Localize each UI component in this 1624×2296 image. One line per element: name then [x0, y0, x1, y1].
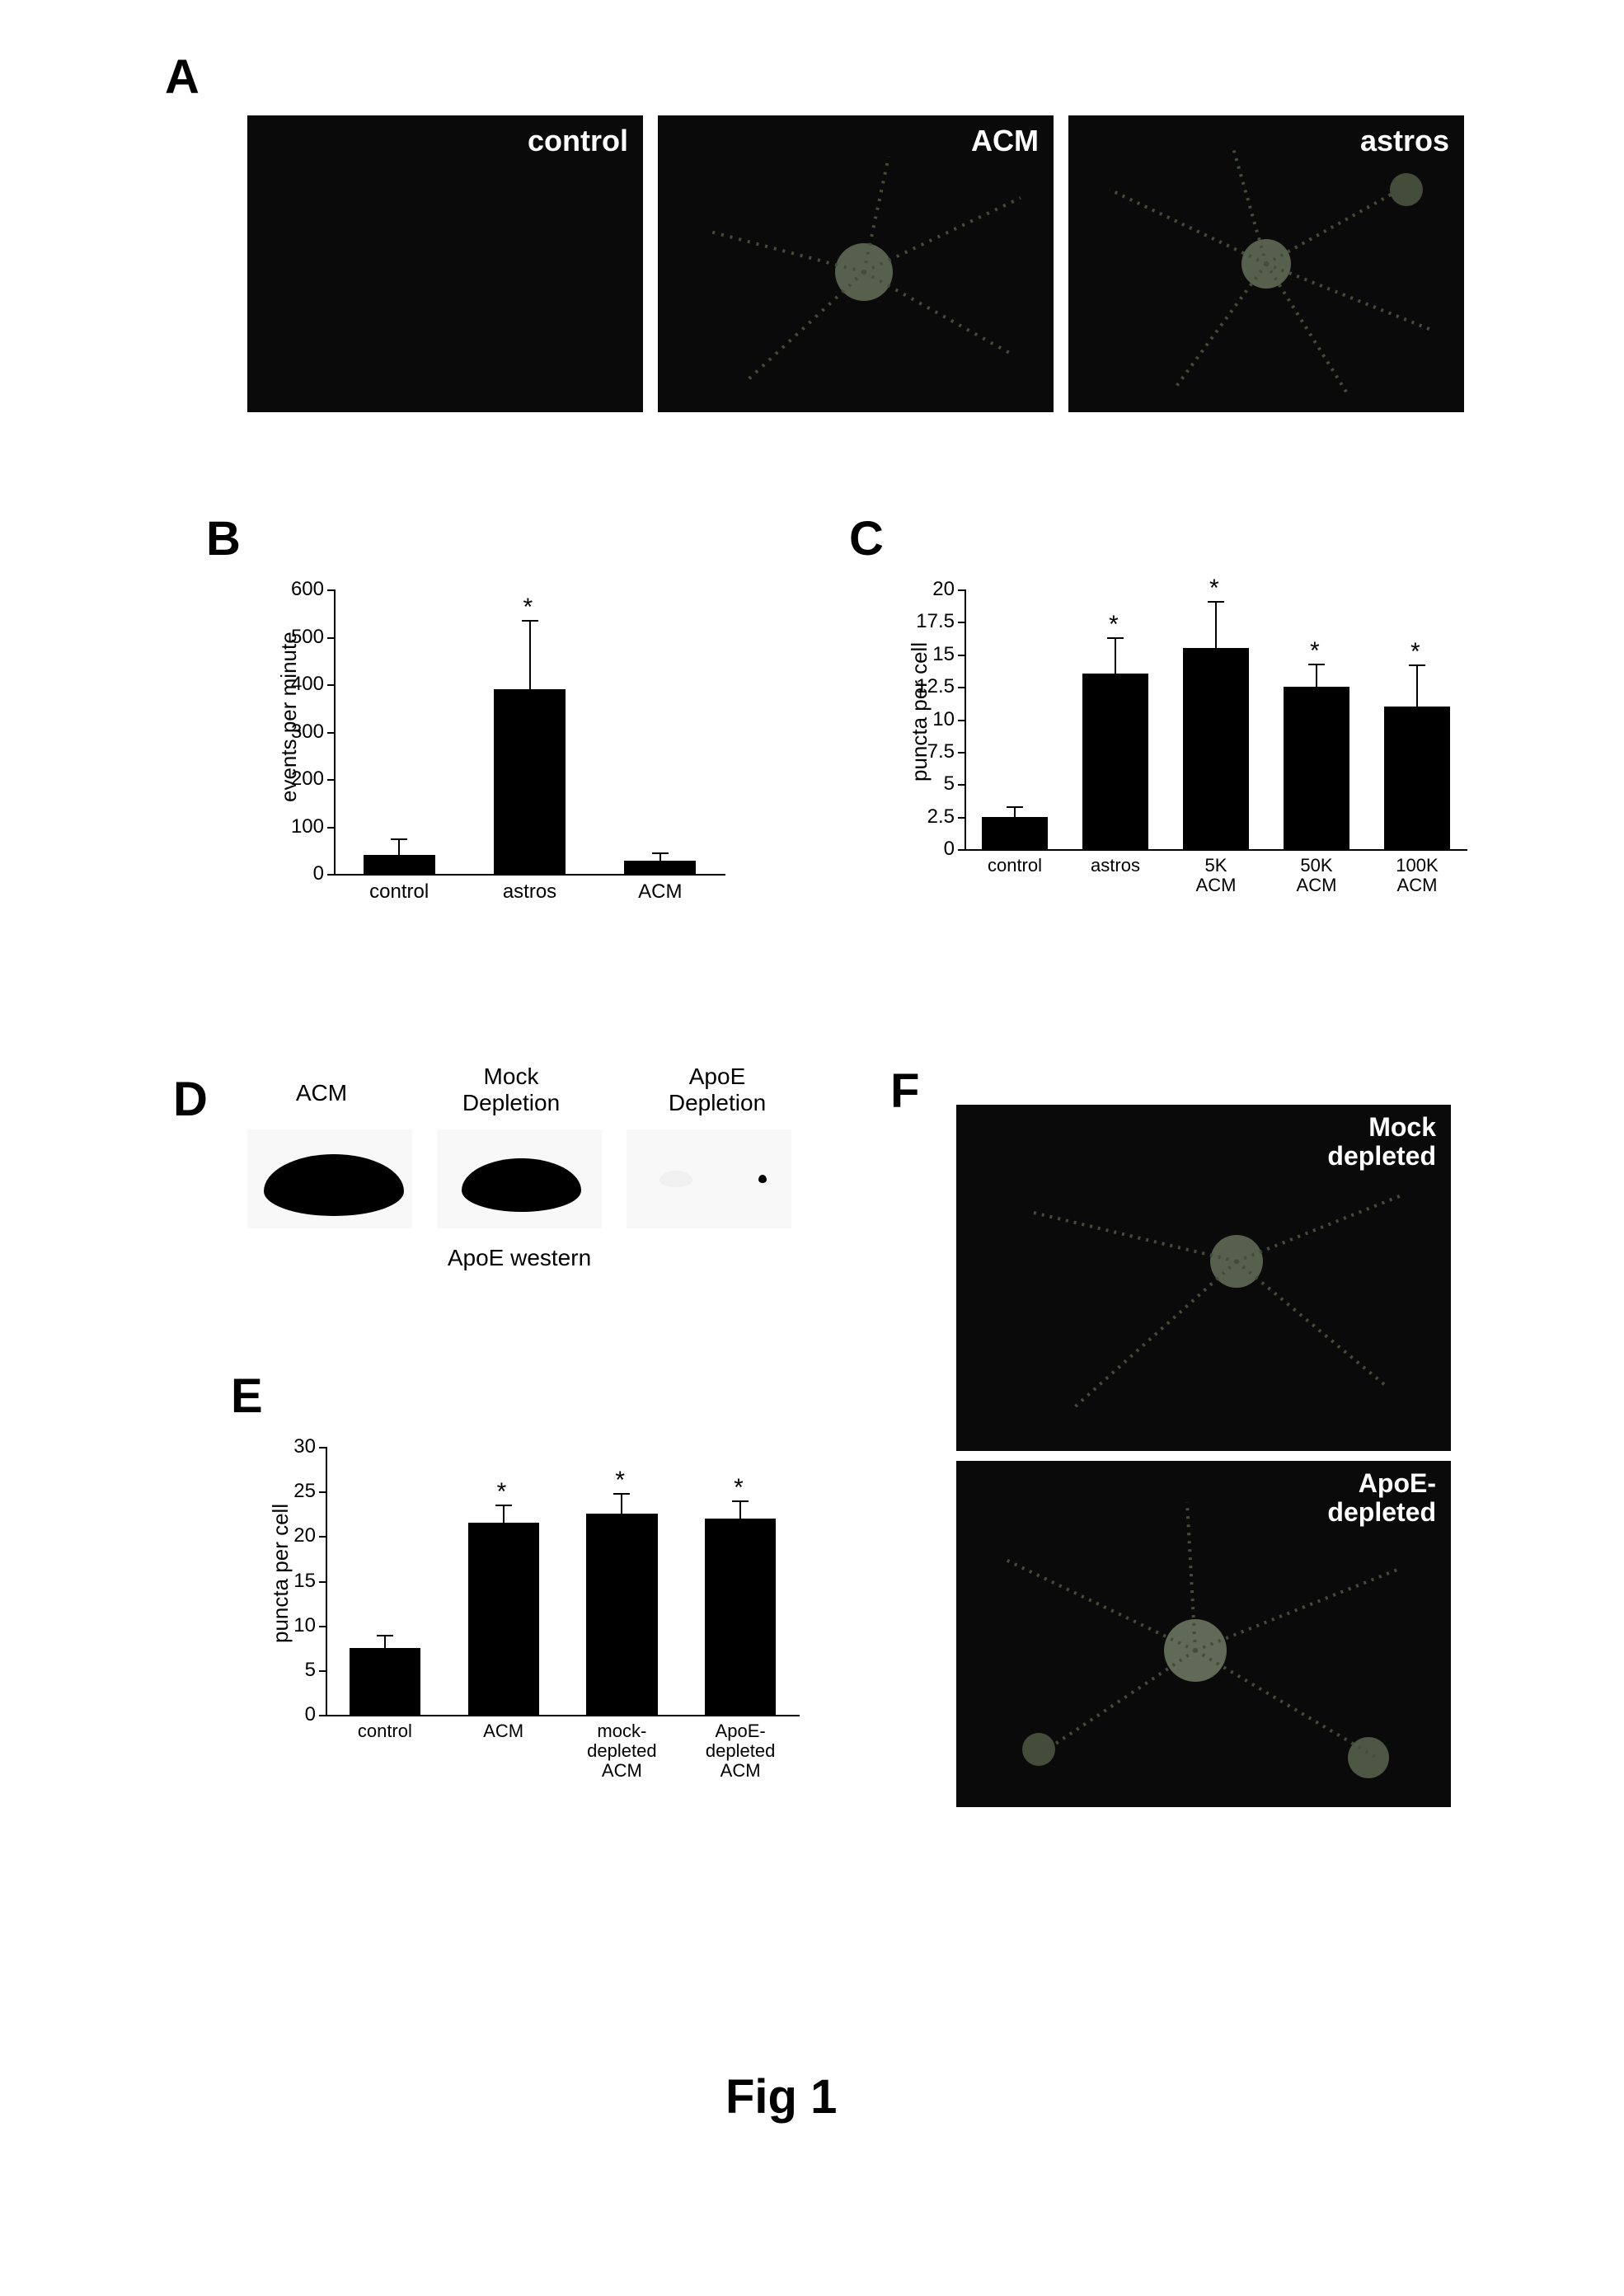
blot-label-apoe: ApoE Depletion [635, 1063, 800, 1116]
lane-mock [437, 1129, 602, 1228]
panel-f-images: Mock depleted ApoE- depleted [956, 1105, 1451, 1807]
chart-c: 02.557.51012.51517.520puncta per cellcon… [882, 561, 1476, 915]
bar [1284, 687, 1349, 849]
bar [586, 1514, 657, 1715]
micro-apoe-depleted: ApoE- depleted [956, 1461, 1451, 1807]
micro-label-control: control [528, 124, 628, 158]
lane-apoe [627, 1129, 791, 1228]
band-acm [264, 1154, 404, 1216]
chart-b: 0100200300400500600events per minutecont… [256, 561, 734, 915]
micro-astros: astros [1068, 115, 1464, 412]
band-speck [758, 1175, 767, 1183]
bar [1183, 648, 1248, 849]
micro-mock-depleted: Mock depleted [956, 1105, 1451, 1451]
figure-title: Fig 1 [725, 2069, 837, 2125]
panel-d-label: D [173, 1072, 208, 1127]
panel-b-label: B [206, 511, 241, 566]
chart-e: 051015202530puncta per cellcontrol*ACM*m… [247, 1418, 808, 1805]
lane-acm [247, 1129, 412, 1228]
blot-caption: ApoE western [396, 1245, 643, 1271]
blot-label-mock: Mock Depletion [429, 1063, 594, 1116]
band-apoe [659, 1171, 692, 1187]
bar [468, 1523, 539, 1715]
panel-c-label: C [849, 511, 884, 566]
panel-e-label: E [231, 1369, 263, 1424]
bar [982, 817, 1047, 849]
band-mock [462, 1158, 581, 1212]
panel-a-images: control ACM astros [247, 115, 1464, 412]
bar [705, 1519, 776, 1715]
micro-acm: ACM [658, 115, 1054, 412]
panel-f-label: F [890, 1063, 919, 1119]
bar [1082, 674, 1148, 849]
sig-star: * [523, 594, 533, 622]
sig-star: * [1310, 637, 1320, 665]
sig-star: * [615, 1467, 625, 1495]
sig-star: * [1410, 638, 1420, 666]
sig-star: * [497, 1478, 507, 1506]
sig-star: * [1209, 575, 1219, 603]
blot-label-acm: ACM [247, 1080, 396, 1106]
bar [624, 861, 696, 874]
panel-a-label: A [165, 49, 199, 105]
micro-control: control [247, 115, 643, 412]
bar [350, 1648, 420, 1715]
bar [1384, 707, 1449, 849]
bar [364, 855, 435, 874]
sig-star: * [734, 1474, 744, 1502]
western-blot: ACM Mock Depletion ApoE Depletion ApoE w… [247, 1072, 824, 1303]
sig-star: * [1109, 611, 1119, 639]
bar [494, 689, 566, 874]
